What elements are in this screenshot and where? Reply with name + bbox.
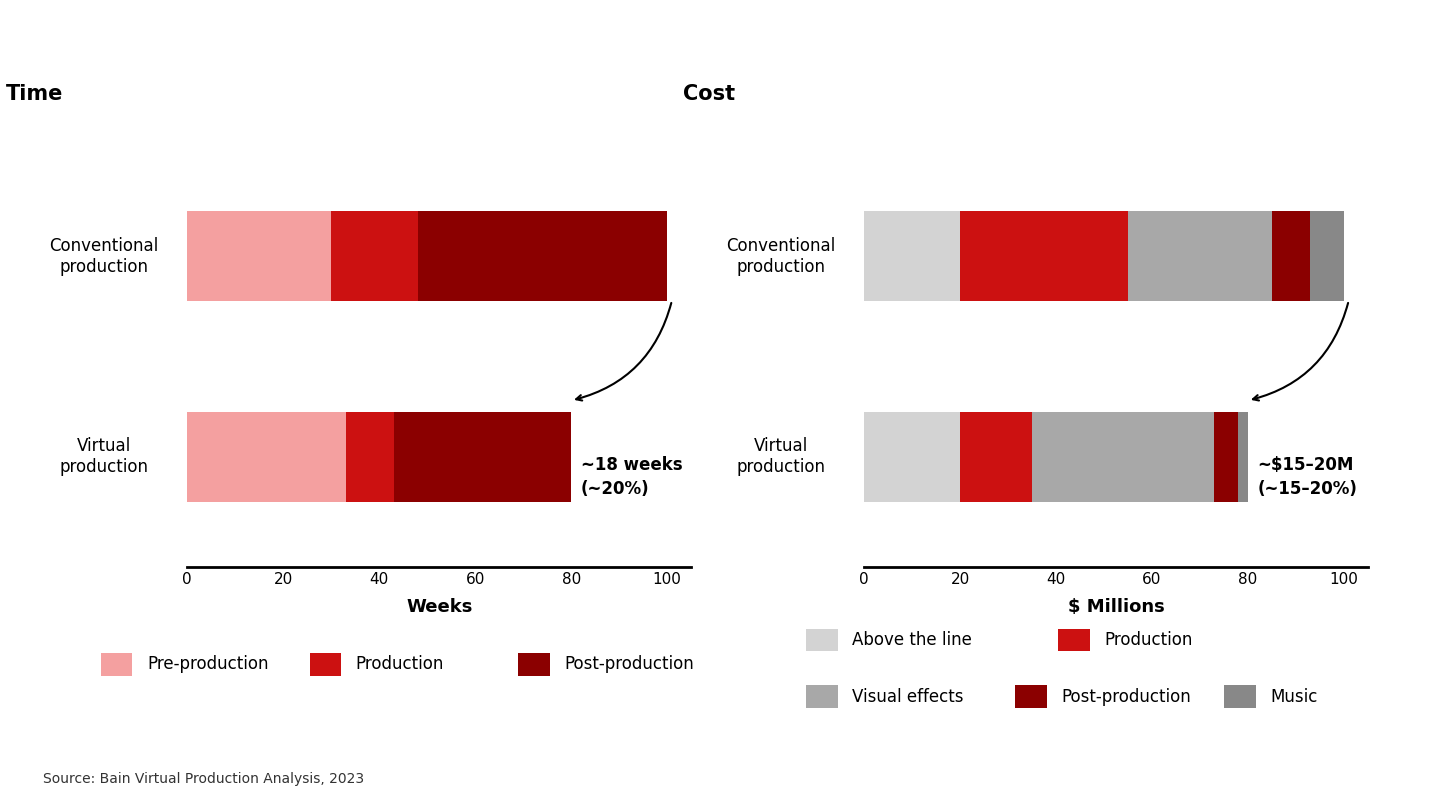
X-axis label: Weeks: Weeks [406,598,472,616]
Bar [960,411,1032,502]
Text: Post-production: Post-production [1061,688,1191,706]
Bar [1128,211,1272,301]
Text: Production: Production [1104,631,1192,649]
Text: Pre-production: Pre-production [147,655,268,673]
Text: Cost: Cost [683,83,734,104]
Text: Source: Bain Virtual Production Analysis, 2023: Source: Bain Virtual Production Analysis… [43,772,364,786]
Bar [1310,211,1344,301]
Bar [346,411,393,502]
Bar [331,211,418,301]
Text: Production: Production [356,655,444,673]
Text: Music: Music [1270,688,1318,706]
Bar [418,211,667,301]
Text: Above the line: Above the line [852,631,972,649]
Bar [864,211,960,301]
Bar [1032,411,1214,502]
Bar [187,411,346,502]
Bar [1238,411,1248,502]
Bar [1214,411,1238,502]
Bar [393,411,572,502]
Bar [187,211,331,301]
Text: Time: Time [6,83,63,104]
Bar [1272,211,1310,301]
Bar [864,411,960,502]
Text: ~$15–20M
(~15–20%): ~$15–20M (~15–20%) [1257,456,1358,497]
Bar [960,211,1128,301]
Text: Post-production: Post-production [564,655,694,673]
Text: ~18 weeks
(~20%): ~18 weeks (~20%) [580,456,683,497]
Text: Visual effects: Visual effects [852,688,963,706]
X-axis label: $ Millions: $ Millions [1067,598,1165,616]
